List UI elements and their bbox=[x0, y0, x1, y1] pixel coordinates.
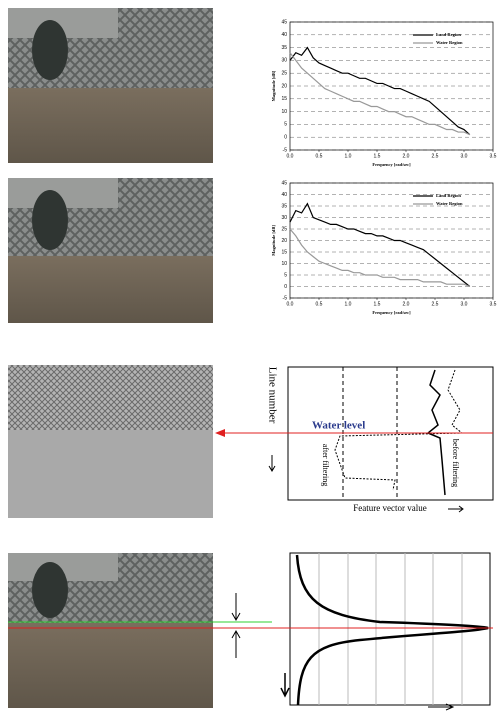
x-axis-label: Frequency [rad/sec] bbox=[372, 310, 411, 315]
y-tick-label: 45 bbox=[281, 180, 287, 186]
grid-lines bbox=[318, 553, 463, 705]
arrow bbox=[268, 455, 276, 472]
arrow bbox=[231, 593, 241, 622]
y-tick-label: 0 bbox=[284, 284, 287, 290]
x-tick-label: 2.5 bbox=[432, 153, 439, 159]
x-tick-label: 2.0 bbox=[403, 301, 410, 307]
x-tick-label: 2.0 bbox=[403, 153, 410, 159]
y-axis-label: Magnitude [dB] bbox=[271, 225, 276, 256]
y-tick-label: 15 bbox=[281, 249, 287, 255]
x-tick-label: 3.5 bbox=[490, 153, 497, 159]
photo-4 bbox=[8, 553, 213, 708]
profile-panel bbox=[8, 552, 493, 711]
arrow bbox=[231, 629, 241, 658]
y-tick-label: 30 bbox=[281, 58, 287, 64]
panel-frame bbox=[289, 552, 491, 706]
legend-label: Land Region bbox=[436, 32, 461, 37]
y-tick-label: 35 bbox=[281, 203, 287, 209]
after-curve bbox=[334, 369, 464, 491]
feature-panel: Water level Line number after filtering … bbox=[215, 366, 494, 513]
x-tick-label: 3.0 bbox=[461, 153, 468, 159]
x-axis-label: Frequency [rad/sec] bbox=[372, 162, 411, 167]
x-tick-label: 1.5 bbox=[374, 301, 381, 307]
y-tick-label: 0 bbox=[284, 135, 287, 141]
x-tick-label: 0.5 bbox=[316, 153, 323, 159]
photo-3 bbox=[8, 365, 213, 518]
profile-curve bbox=[295, 554, 489, 706]
x-tick-label: 1.0 bbox=[345, 301, 352, 307]
x-tick-label: 0.0 bbox=[287, 301, 294, 307]
y-tick-label: 5 bbox=[284, 272, 287, 278]
y-tick-label: 40 bbox=[281, 192, 287, 198]
y-axis-label: Magnitude [dB] bbox=[271, 70, 276, 101]
x-tick-label: 3.0 bbox=[461, 301, 468, 307]
y-tick-label: 10 bbox=[281, 109, 287, 115]
y-tick-label: 35 bbox=[281, 45, 287, 51]
arrow bbox=[448, 505, 464, 513]
x-tick-label: 1.5 bbox=[374, 153, 381, 159]
line-number-label: Line number bbox=[266, 367, 278, 424]
y-tick-label: 45 bbox=[281, 19, 287, 25]
y-tick-label: 20 bbox=[281, 238, 287, 244]
y-tick-label: -5 bbox=[283, 295, 288, 301]
y-tick-label: 5 bbox=[284, 122, 287, 128]
before-filtering-label: before filtering bbox=[451, 439, 460, 487]
series-line bbox=[289, 46, 471, 136]
before-curve bbox=[426, 369, 446, 496]
series-line bbox=[289, 228, 471, 288]
plot-frame bbox=[289, 21, 494, 151]
x-tick-label: 0.0 bbox=[287, 153, 294, 159]
x-tick-label: 0.5 bbox=[316, 301, 323, 307]
x-tick-label: 3.5 bbox=[490, 301, 497, 307]
photo-1 bbox=[8, 8, 213, 163]
feature-vector-label: Feature vector value bbox=[353, 503, 426, 513]
legend-label: Water Region bbox=[436, 40, 463, 45]
water-level-label: Water level bbox=[312, 420, 365, 432]
arrow bbox=[428, 703, 455, 711]
arrow bbox=[215, 429, 225, 437]
after-filtering-label: after filtering bbox=[321, 444, 330, 486]
y-tick-label: -5 bbox=[283, 147, 288, 153]
y-tick-label: 25 bbox=[281, 226, 287, 232]
x-tick-label: 1.0 bbox=[345, 153, 352, 159]
y-tick-label: 20 bbox=[281, 83, 287, 89]
y-tick-label: 15 bbox=[281, 96, 287, 102]
series-line bbox=[289, 52, 471, 136]
arrow bbox=[280, 673, 290, 698]
y-tick-label: 10 bbox=[281, 261, 287, 267]
y-tick-label: 40 bbox=[281, 32, 287, 38]
series-line bbox=[289, 202, 471, 287]
x-tick-label: 2.5 bbox=[432, 301, 439, 307]
y-tick-label: 25 bbox=[281, 71, 287, 77]
photo-2 bbox=[8, 178, 213, 323]
plot-frame bbox=[289, 182, 494, 299]
legend-label: Water Region bbox=[436, 201, 463, 206]
legend-label: Land Region bbox=[436, 193, 461, 198]
y-tick-label: 30 bbox=[281, 215, 287, 221]
